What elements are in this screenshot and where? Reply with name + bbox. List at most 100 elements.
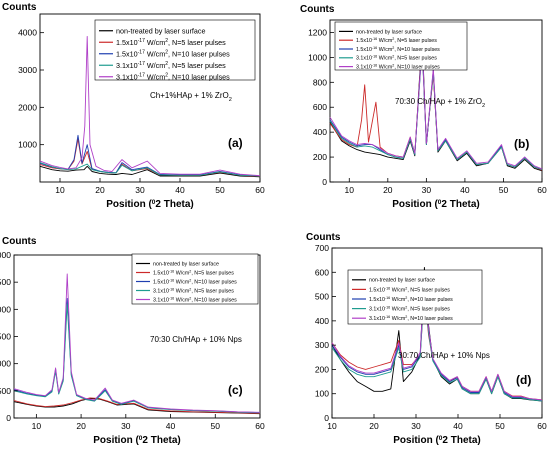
sample-annotation: 30:70 Ch/HAp + 10% Nps: [398, 351, 490, 360]
legend-box: [94, 19, 256, 81]
y-tick-label: 700: [315, 243, 329, 253]
x-tick-label: 40: [175, 185, 185, 195]
x-tick-label: 20: [369, 421, 379, 431]
series-line-4: [13, 303, 261, 414]
series-line-5: [39, 35, 261, 177]
legend-exp: 2: [189, 269, 191, 273]
y-tick-label: 200: [313, 152, 327, 162]
legend-text: 1.5x10: [116, 49, 138, 58]
panel-label: (b): [514, 137, 529, 151]
y-tick-label: 1000: [18, 140, 37, 150]
x-tick-label: 50: [499, 185, 509, 195]
series-line-4: [39, 162, 261, 177]
legend-text: non-treated by laser surface: [116, 26, 206, 35]
legend-entry: non-treated by laser surface: [356, 29, 422, 35]
y-tick-label: 3000: [0, 250, 11, 260]
legend-entry: 3.1x10-16 W/cm2, N=10 laser pulses: [153, 296, 237, 303]
x-tick-label: 30: [121, 421, 131, 431]
degree-sup: 0: [439, 435, 443, 442]
x-tick-label: 60: [537, 421, 547, 431]
legend-exp: -16: [385, 286, 390, 290]
legend-box: [347, 269, 483, 325]
y-tick-label: 100: [315, 389, 329, 399]
legend-text: 3.1x10: [369, 306, 385, 312]
legend-text: , N=5 laser pulses: [407, 287, 450, 293]
legend-entry: 3.1x10-16 W/cm2, N=10 laser pulses: [369, 315, 453, 322]
legend-text: 1.5x10: [153, 270, 169, 276]
x-tick-label: 50: [211, 421, 221, 431]
y-tick-label: 4000: [18, 28, 37, 38]
legend-entry: 3.1x10-16 W/cm2, N=5 laser pulses: [153, 287, 234, 294]
x-tick-label: 10: [345, 185, 355, 195]
x-tick-label: 30: [135, 185, 145, 195]
legend-entry: 1.5x10-17 W/cm2, N=10 laser pulses: [116, 49, 230, 58]
legend-text: W/cm: [390, 316, 406, 322]
y-tick-label: 500: [0, 386, 11, 396]
series-line-2: [13, 397, 261, 414]
x-tick-label: 50: [215, 185, 225, 195]
panel-label: (a): [228, 136, 243, 150]
x-axis-title-part: 2 Theta): [442, 435, 480, 446]
x-axis-title-part: Position (: [93, 435, 139, 446]
legend-exp: -16: [385, 315, 390, 319]
x-tick-label: 20: [383, 185, 393, 195]
y-tick-label: 400: [315, 316, 329, 326]
legend-text: 1.5x10: [369, 297, 385, 303]
legend-text: , N=10 laser pulses: [394, 64, 440, 70]
x-tick-label: 20: [95, 185, 105, 195]
legend-exp: 2: [405, 296, 407, 300]
x-axis-title-part: Position (: [106, 199, 152, 210]
series-line-4: [331, 286, 543, 402]
y-tick-label: 600: [315, 267, 329, 277]
legend-text: non-treated by laser surface: [356, 29, 422, 35]
legend-exp: 2: [165, 72, 168, 78]
legend-text: 1.5x10: [369, 287, 385, 293]
degree-sup: 0: [438, 199, 442, 206]
legend-text: , N=5 laser pulses: [168, 61, 226, 70]
legend-text: W/cm: [145, 49, 165, 58]
legend-exp: -16: [372, 46, 377, 50]
y-axis-title: Counts: [2, 2, 37, 13]
annotation-part: Ch+1%HAp + 1% ZrO: [150, 91, 229, 100]
legend-exp: 2: [165, 61, 168, 67]
y-tick-label: 1500: [0, 332, 11, 342]
x-axis-title: Position (02 Theta): [392, 199, 480, 211]
legend-text: non-treated by laser surface: [369, 278, 435, 284]
legend-text: , N=5 laser pulses: [191, 270, 234, 276]
y-tick-label: 0: [324, 413, 329, 423]
legend-text: , N=5 laser pulses: [191, 288, 234, 294]
legend-text: W/cm: [377, 56, 393, 62]
y-tick-label: 600: [313, 102, 327, 112]
legend-exp: -16: [385, 296, 390, 300]
x-tick-label: 40: [453, 421, 463, 431]
legend-text: W/cm: [174, 288, 190, 294]
x-axis-title-part: 2 Theta): [142, 435, 180, 446]
chart-panel-2: 10 20 30 40 50 60020040060080010001200CountsP…: [300, 4, 547, 210]
legend-exp: 2: [392, 37, 394, 41]
legend-exp: 2: [189, 287, 191, 291]
legend-text: , N=10 laser pulses: [191, 279, 237, 285]
x-tick-label: 30: [411, 421, 421, 431]
x-tick-label: 10: [32, 421, 42, 431]
legend-exp: 2: [189, 278, 191, 282]
legend-text: , N=5 laser pulses: [168, 38, 226, 47]
legend-text: , N=10 laser pulses: [407, 316, 453, 322]
y-tick-label: 300: [315, 340, 329, 350]
x-tick-label: 20: [76, 421, 86, 431]
legend-text: , N=10 laser pulses: [168, 72, 230, 81]
legend-text: W/cm: [377, 47, 393, 53]
legend-text: 3.1x10: [356, 64, 372, 70]
sample-annotation: 70:30 Ch/HAp + 10% Nps: [150, 335, 242, 344]
legend-exp: -16: [372, 37, 377, 41]
legend-exp: -16: [169, 278, 174, 282]
legend-text: , N=5 laser pulses: [407, 306, 450, 312]
legend-text: , N=5 laser pulses: [394, 38, 437, 44]
y-tick-label: 2000: [0, 304, 11, 314]
legend-exp: -16: [372, 55, 377, 59]
legend-box: [334, 21, 468, 71]
legend-text: W/cm: [377, 38, 393, 44]
legend-text: W/cm: [390, 297, 406, 303]
